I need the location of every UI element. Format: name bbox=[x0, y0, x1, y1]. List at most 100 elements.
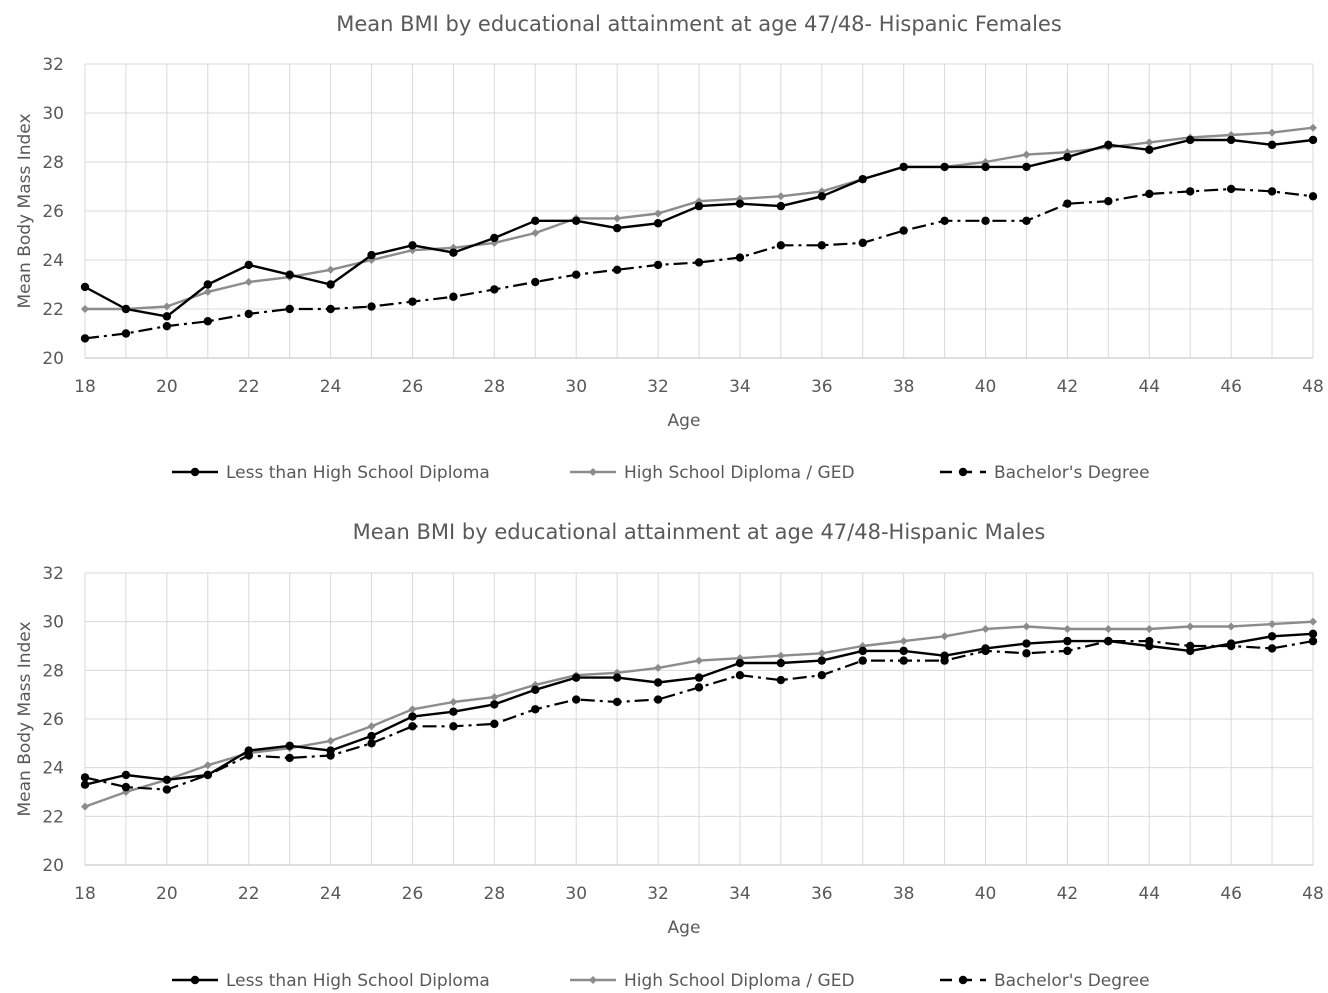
y-tick-label: 20 bbox=[42, 856, 64, 876]
legend-item-2: High School Diploma / GED bbox=[570, 971, 855, 991]
y-tick-label: 32 bbox=[42, 55, 64, 75]
x-tick-label: 46 bbox=[1220, 377, 1242, 397]
data-point bbox=[653, 260, 663, 270]
x-tick-label: 26 bbox=[402, 884, 424, 904]
x-tick-label: 20 bbox=[156, 884, 178, 904]
y-tick-label: 22 bbox=[42, 300, 64, 320]
data-point bbox=[1226, 184, 1236, 194]
chart-panel-1: Mean BMI by educational attainment at ag… bbox=[15, 12, 1324, 483]
x-tick-label: 38 bbox=[893, 377, 915, 397]
legend-label: Less than High School Diploma bbox=[226, 463, 490, 483]
data-point bbox=[490, 700, 499, 709]
data-point bbox=[572, 216, 581, 225]
data-point bbox=[367, 302, 376, 311]
y-axis-label: Mean Body Mass Index bbox=[15, 621, 35, 816]
data-point bbox=[1186, 135, 1195, 145]
data-point bbox=[572, 673, 581, 682]
data-point bbox=[531, 277, 540, 287]
data-point bbox=[326, 280, 335, 289]
x-tick-label: 44 bbox=[1138, 377, 1160, 397]
x-tick-label: 34 bbox=[729, 377, 751, 397]
data-point bbox=[776, 192, 785, 201]
data-point bbox=[612, 697, 622, 707]
x-tick-label: 40 bbox=[975, 884, 997, 904]
data-point bbox=[1308, 629, 1318, 639]
x-tick-label: 18 bbox=[74, 884, 96, 904]
y-tick-label: 26 bbox=[42, 710, 64, 730]
data-point bbox=[285, 753, 294, 763]
legend-marker bbox=[958, 975, 968, 985]
data-point bbox=[1063, 199, 1072, 208]
x-tick-label: 30 bbox=[565, 884, 587, 904]
data-point bbox=[531, 705, 540, 714]
data-point bbox=[1267, 644, 1277, 653]
legend-label: High School Diploma / GED bbox=[624, 971, 855, 991]
data-point bbox=[776, 658, 786, 668]
data-point bbox=[408, 705, 417, 714]
data-point bbox=[940, 216, 949, 225]
data-point bbox=[531, 216, 540, 225]
x-tick-label: 22 bbox=[238, 377, 260, 397]
data-point bbox=[80, 282, 90, 292]
data-point bbox=[940, 651, 949, 660]
data-point bbox=[572, 695, 581, 704]
data-point bbox=[121, 304, 131, 314]
data-point bbox=[408, 241, 417, 250]
series-1 bbox=[80, 135, 1318, 321]
data-point bbox=[367, 722, 376, 731]
data-point bbox=[1267, 632, 1277, 641]
data-point bbox=[244, 278, 253, 287]
data-point bbox=[1022, 649, 1031, 658]
data-point bbox=[899, 646, 908, 656]
data-point bbox=[244, 309, 253, 319]
data-point bbox=[162, 775, 172, 785]
x-axis-label: Age bbox=[668, 411, 701, 431]
y-tick-label: 26 bbox=[42, 202, 64, 222]
x-tick-label: 38 bbox=[893, 884, 915, 904]
data-point bbox=[1186, 646, 1195, 656]
data-point bbox=[490, 693, 499, 702]
legend-item-1: Less than High School Diploma bbox=[172, 463, 490, 483]
y-tick-label: 22 bbox=[42, 807, 64, 827]
data-point bbox=[285, 741, 294, 750]
data-point bbox=[612, 223, 622, 233]
data-point bbox=[981, 216, 990, 225]
data-point bbox=[531, 685, 540, 694]
data-point bbox=[1104, 624, 1113, 633]
data-point bbox=[203, 761, 212, 770]
data-point bbox=[203, 287, 212, 296]
data-point bbox=[694, 683, 704, 692]
legend-item-1: Less than High School Diploma bbox=[172, 971, 490, 991]
legend-item-3: Bachelor's Degree bbox=[940, 971, 1150, 991]
data-point bbox=[203, 317, 212, 326]
legend-marker bbox=[589, 468, 597, 476]
data-point bbox=[1267, 140, 1277, 150]
x-tick-label: 34 bbox=[729, 884, 751, 904]
legend-label: Less than High School Diploma bbox=[226, 971, 490, 991]
legend-marker bbox=[190, 467, 200, 477]
legend-marker bbox=[958, 467, 968, 477]
data-point bbox=[121, 782, 131, 792]
series-3 bbox=[80, 184, 1318, 343]
data-point bbox=[80, 773, 90, 782]
x-axis-label: Age bbox=[668, 918, 701, 938]
y-tick-label: 28 bbox=[42, 153, 64, 173]
data-point bbox=[1145, 624, 1154, 633]
data-point bbox=[899, 226, 908, 235]
data-point bbox=[449, 722, 458, 731]
y-tick-label: 32 bbox=[42, 564, 64, 584]
data-point bbox=[735, 658, 745, 668]
data-point bbox=[1022, 150, 1031, 159]
data-point bbox=[1063, 636, 1072, 646]
x-tick-label: 40 bbox=[975, 377, 997, 397]
x-tick-label: 48 bbox=[1302, 377, 1324, 397]
data-point bbox=[80, 334, 90, 343]
chart-title: Mean BMI by educational attainment at ag… bbox=[353, 520, 1046, 544]
data-point bbox=[285, 304, 294, 314]
y-tick-label: 30 bbox=[42, 104, 64, 124]
data-point bbox=[490, 285, 499, 294]
data-point bbox=[653, 219, 663, 228]
data-point bbox=[654, 209, 663, 218]
y-tick-label: 24 bbox=[42, 251, 64, 271]
